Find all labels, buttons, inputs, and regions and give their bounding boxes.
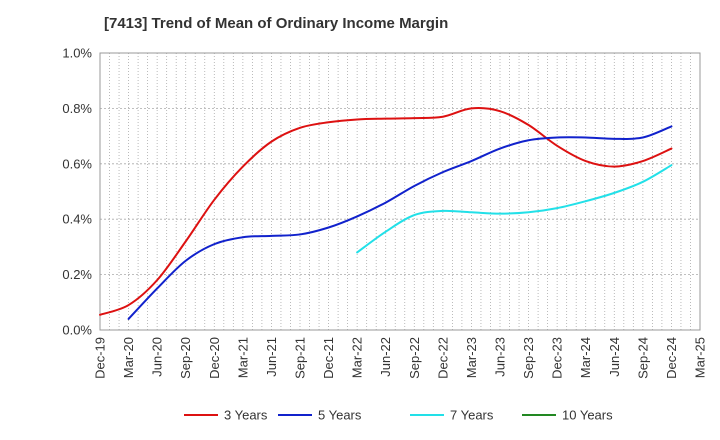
series-line-7-years [356,164,673,254]
y-tick-label: 0.2% [62,267,92,282]
x-tick-label: Mar-23 [464,337,479,378]
x-tick-label: Mar-22 [350,337,365,378]
plot-area-border [99,52,701,331]
x-tick-label: Sep-22 [407,337,422,379]
x-tick-label: Mar-20 [121,337,136,378]
series-line-3-years [99,107,673,316]
x-tick-label: Jun-23 [493,337,508,377]
x-tick-label: Sep-21 [293,337,308,379]
x-tick-label: Sep-24 [635,337,650,379]
x-tick-label: Sep-20 [178,337,193,379]
legend-label-3-years: 3 Years [224,408,268,423]
x-tick-label: Mar-25 [693,337,708,378]
y-tick-label: 0.0% [62,323,92,338]
legend-label-5-years: 5 Years [318,408,362,423]
x-tick-label: Dec-23 [550,337,565,379]
x-tick-label: Dec-21 [321,337,336,379]
grid-lines [100,53,700,330]
x-tick-label: Dec-22 [435,337,450,379]
x-tick-label: Jun-22 [378,337,393,377]
series-line-5-years [127,125,673,320]
legend-label-7-years: 7 Years [450,408,494,423]
y-tick-label: 0.4% [62,212,92,227]
series-lines [99,107,673,320]
x-tick-label: Jun-21 [264,337,279,377]
x-tick-label: Dec-20 [207,337,222,379]
y-tick-label: 0.6% [62,156,92,171]
x-tick-label: Jun-20 [150,337,165,377]
chart-title: [7413] Trend of Mean of Ordinary Income … [104,15,449,32]
x-tick-label: Mar-21 [235,337,250,378]
x-axis-tick-labels: Dec-19 Mar-20 Jun-20 Sep-20 Dec-20 Mar-21 Jun-… [93,337,708,379]
x-tick-label: Mar-24 [578,337,593,378]
x-tick-label: Dec-19 [93,337,108,379]
x-tick-label: Jun-24 [607,337,622,377]
legend: 3 Years 5 Years 7 Years 10 Years [184,408,613,423]
x-tick-label: Dec-24 [664,337,679,379]
y-tick-label: 0.8% [62,101,92,116]
y-axis-tick-labels: 0.0% 0.2% 0.4% 0.6% 0.8% 1.0% [62,46,92,338]
y-tick-label: 1.0% [62,46,92,61]
legend-label-10-years: 10 Years [562,408,613,423]
x-tick-label: Sep-23 [521,337,536,379]
